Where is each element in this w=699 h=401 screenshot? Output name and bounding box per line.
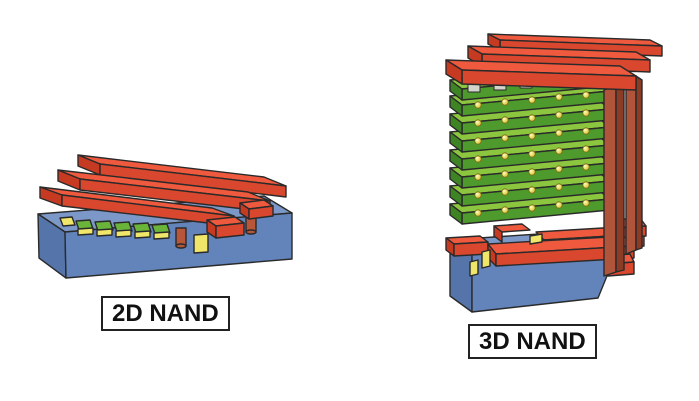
planar-cell-row [59,216,209,254]
planar-nand-structure [37,154,293,279]
vertical-nand-structure [445,33,663,313]
vertical-bit-lines [445,33,663,91]
vertical-cell-dots [474,91,590,217]
planar-word-lines [39,154,287,239]
vertical-pillars [603,75,643,277]
vertical-nand-label: 3D NAND [468,324,597,359]
planar-nand-label: 2D NAND [101,296,230,331]
